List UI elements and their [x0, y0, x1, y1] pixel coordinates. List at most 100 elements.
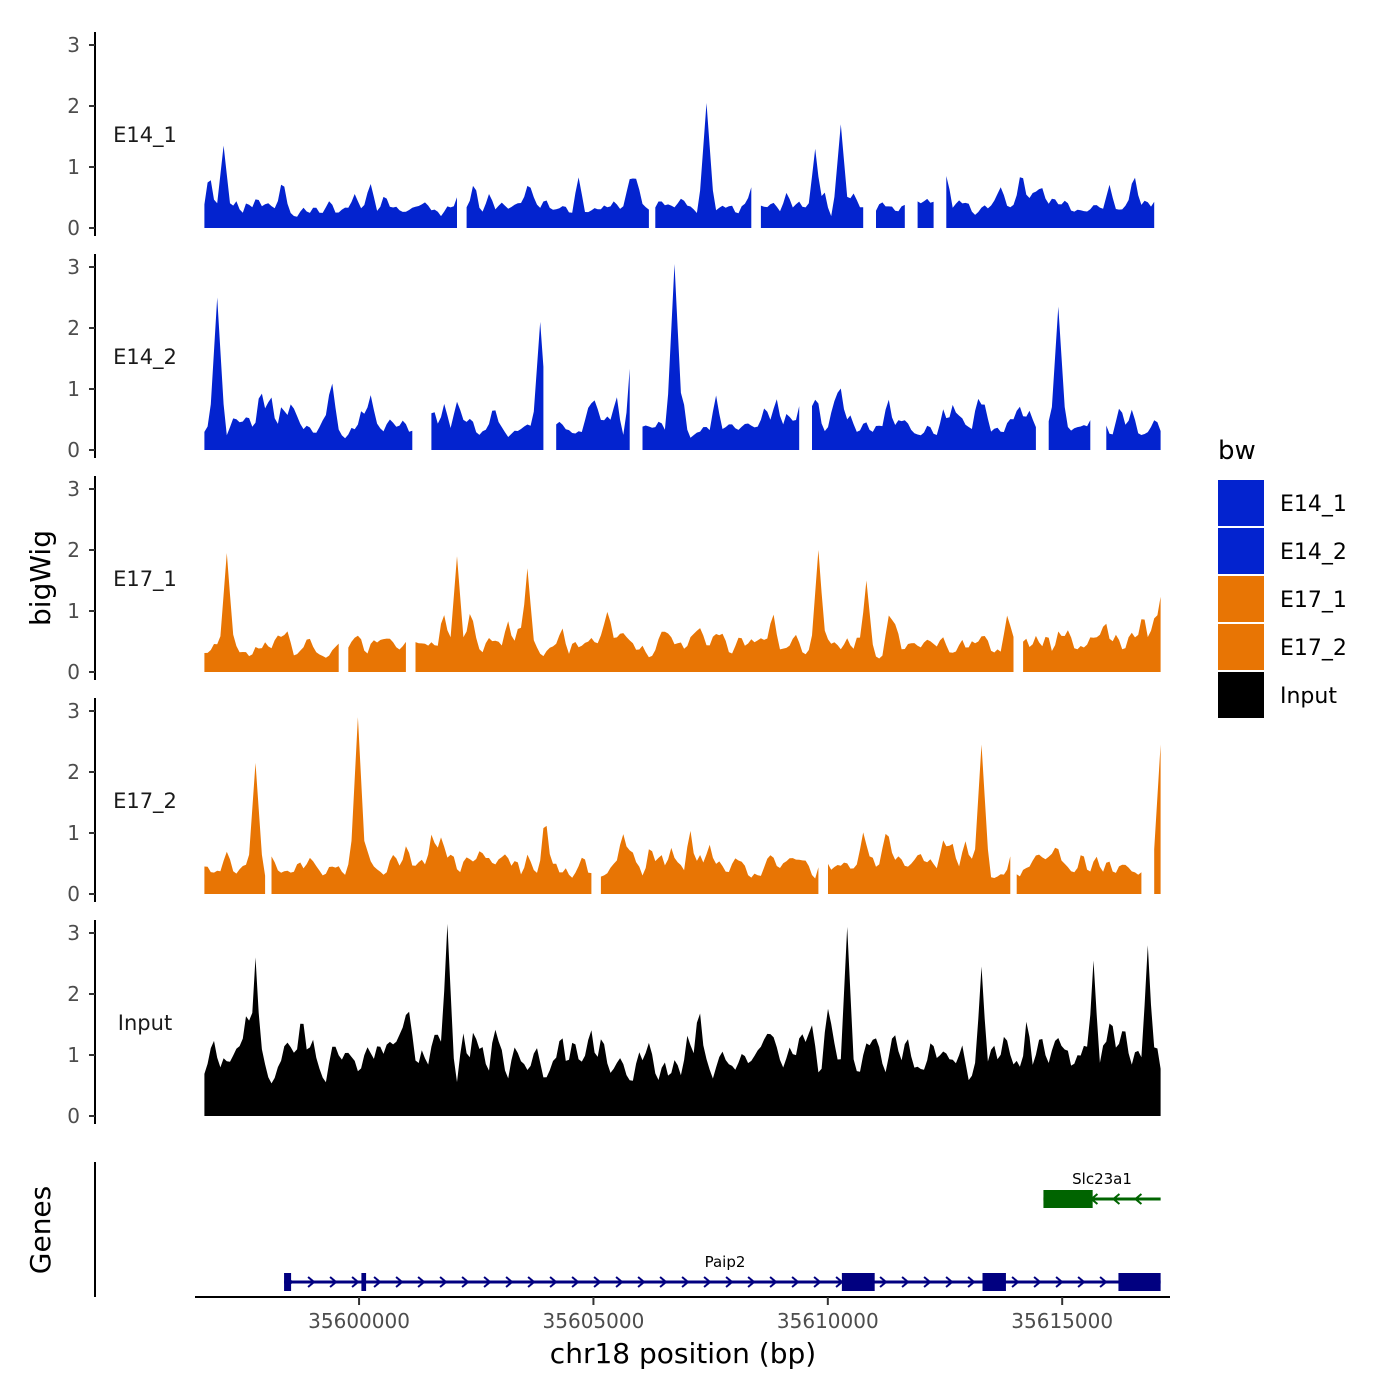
strand-arrow [725, 1276, 734, 1288]
signal-tracks: 0 1 2 3 E14_1 0 1 2 3 E14_2 0 1 2 3 E17_1 0 1 2 3 E17_2 0 1 2 3… [67, 32, 1161, 1128]
track-Input: 0 1 2 3 Input [67, 920, 1161, 1128]
strand-arrow [329, 1276, 338, 1288]
strand-arrow [1011, 1276, 1020, 1288]
y-tick-label: 0 [67, 216, 80, 240]
strand-arrow [923, 1276, 932, 1288]
y-tick-label: 1 [67, 599, 80, 623]
y-tick-label: 0 [67, 1104, 80, 1128]
strand-arrow [395, 1276, 404, 1288]
x-tick-label: 35600000 [308, 1309, 410, 1333]
signal-area-E14_1 [204, 103, 1155, 228]
legend-label: E17_2 [1280, 636, 1347, 661]
y-tick-label: 2 [67, 94, 80, 118]
strand-arrow [505, 1276, 514, 1288]
y-tick-label: 3 [67, 477, 80, 501]
strand-arrow [967, 1276, 976, 1288]
y-tick-label: 1 [67, 1043, 80, 1067]
track-E14_2: 0 1 2 3 E14_2 [67, 254, 1161, 462]
strand-arrow [1033, 1276, 1042, 1288]
strand-arrow [879, 1276, 888, 1288]
strand-arrow [901, 1276, 910, 1288]
track-label: Input [118, 1011, 172, 1035]
track-E17_2: 0 1 2 3 E17_2 [67, 698, 1161, 906]
legend-swatch [1218, 672, 1264, 718]
strand-arrow [945, 1276, 954, 1288]
x-tick-label: 35605000 [543, 1309, 645, 1333]
exon [1043, 1190, 1093, 1208]
strand-arrow [549, 1276, 558, 1288]
signal-area-E17_2 [204, 717, 1161, 894]
strand-arrow [769, 1276, 778, 1288]
track-label: E17_1 [113, 567, 177, 592]
y-tick-label: 2 [67, 982, 80, 1006]
strand-arrow [593, 1276, 602, 1288]
strand-arrow [1055, 1276, 1064, 1288]
track-label: E14_2 [113, 345, 177, 370]
y-tick-label: 3 [67, 255, 80, 279]
strand-arrow [1133, 1193, 1143, 1205]
y-tick-label: 1 [67, 155, 80, 179]
gene-label: Paip2 [705, 1253, 746, 1271]
signal-area-Input [204, 923, 1161, 1116]
strand-arrow [351, 1276, 360, 1288]
gene-annotation-track: Paip2 Slc23a1 [94, 1162, 1161, 1297]
strand-arrow [791, 1276, 800, 1288]
y-tick-label: 0 [67, 438, 80, 462]
legend-label: E14_2 [1280, 540, 1347, 565]
strand-arrow [373, 1276, 382, 1288]
genes-axis-title: Genes [24, 1186, 57, 1274]
y-tick-label: 3 [67, 699, 80, 723]
y-tick-label: 0 [67, 882, 80, 906]
x-tick-label: 35615000 [1011, 1309, 1113, 1333]
x-axis-title: chr18 position (bp) [550, 1337, 816, 1370]
exon [841, 1273, 875, 1291]
exon [361, 1273, 367, 1291]
strand-arrow [637, 1276, 646, 1288]
track-label: E17_2 [113, 789, 177, 814]
strand-arrow [417, 1276, 426, 1288]
legend-label: E14_1 [1280, 492, 1347, 517]
gene-Slc23a1: Slc23a1 [1043, 1170, 1161, 1208]
legend-title: bw [1218, 436, 1256, 466]
legend-swatch [1218, 480, 1264, 526]
strand-arrow [813, 1276, 822, 1288]
legend: bw E14_1 E14_2 E17_1 E17_2 Input [1218, 436, 1347, 718]
y-axis-title: bigWig [24, 530, 57, 626]
strand-arrow [461, 1276, 470, 1288]
y-tick-label: 1 [67, 821, 80, 845]
signal-area-E14_2 [204, 264, 1161, 450]
gene-label: Slc23a1 [1072, 1170, 1132, 1188]
x-axis: 35600000 35605000 35610000 35615000 [195, 1296, 1170, 1333]
strand-arrow [439, 1276, 448, 1288]
exon [982, 1273, 1006, 1291]
legend-label: E17_1 [1280, 588, 1347, 613]
legend-label: Input [1280, 684, 1337, 709]
y-tick-label: 3 [67, 921, 80, 945]
y-tick-label: 1 [67, 377, 80, 401]
track-E17_1: 0 1 2 3 E17_1 [67, 476, 1161, 684]
y-tick-label: 3 [67, 33, 80, 57]
strand-arrow [483, 1276, 492, 1288]
strand-arrow [1099, 1276, 1108, 1288]
legend-swatch [1218, 576, 1264, 622]
strand-arrow [681, 1276, 690, 1288]
y-tick-label: 0 [67, 660, 80, 684]
x-tick-label: 35610000 [777, 1309, 879, 1333]
strand-arrow [527, 1276, 536, 1288]
y-tick-label: 2 [67, 538, 80, 562]
strand-arrow [615, 1276, 624, 1288]
strand-arrow [659, 1276, 668, 1288]
signal-area-E17_1 [204, 550, 1161, 672]
strand-arrow [747, 1276, 756, 1288]
legend-swatch [1218, 528, 1264, 574]
y-tick-label: 2 [67, 760, 80, 784]
strand-arrow [1077, 1276, 1086, 1288]
strand-arrow [307, 1276, 316, 1288]
strand-arrow [571, 1276, 580, 1288]
legend-swatch [1218, 624, 1264, 670]
track-E14_1: 0 1 2 3 E14_1 [67, 32, 1155, 240]
gene-Paip2: Paip2 [284, 1253, 1161, 1291]
strand-arrow [703, 1276, 712, 1288]
strand-arrow [1111, 1193, 1121, 1205]
